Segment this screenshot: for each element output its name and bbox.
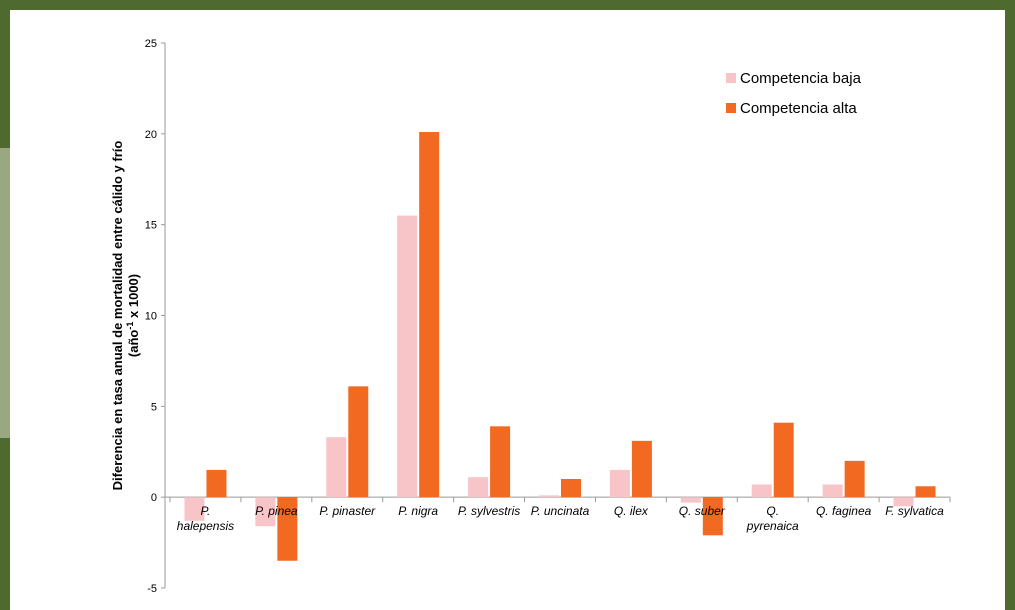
bar-competencia-baja <box>539 495 559 498</box>
y-axis-title: Diferencia en tasa anual de mortalidad e… <box>110 141 125 491</box>
chart-panel: Diferencia en tasa anual de mortalidad e… <box>10 10 1005 610</box>
bar-competencia-baja <box>609 469 630 498</box>
y-tick-label: 15 <box>145 220 157 232</box>
legend: Competencia baja Competencia alta <box>726 70 862 117</box>
bar-competencia-alta <box>348 386 369 498</box>
category-label: P. halepensis <box>177 504 234 533</box>
category-labels: P. halepensis P. pinea P. pinaster P. nigra P… <box>177 504 944 533</box>
category-label: P. pinaster <box>319 504 376 518</box>
bar-competencia-alta <box>844 460 865 498</box>
bar-competencia-baja <box>397 215 418 498</box>
left-decor-band <box>0 148 10 438</box>
bar-competencia-baja <box>326 437 347 498</box>
legend-swatch <box>726 73 736 83</box>
bar-competencia-alta <box>915 486 936 498</box>
y-tick-label: 0 <box>151 492 157 504</box>
bar-competencia-alta <box>206 469 227 498</box>
category-label: Q. faginea <box>816 504 872 518</box>
bar-competencia-baja <box>468 477 489 498</box>
category-label: Q. ilex <box>614 504 649 518</box>
y-axis-label: Diferencia en tasa anual de mortalidad e… <box>110 141 141 491</box>
category-label: Q. suber <box>679 504 726 518</box>
bar-competencia-alta <box>631 440 652 498</box>
bar-competencia-baja <box>751 484 772 498</box>
y-tick-label: 20 <box>145 129 157 141</box>
bar-competencia-alta <box>702 497 723 536</box>
bar-competencia-baja <box>184 497 205 521</box>
bar-competencia-alta <box>773 422 794 498</box>
category-label: P. sylvestris <box>458 504 520 518</box>
bar-competencia-alta <box>277 497 298 561</box>
category-label: P. uncinata <box>531 504 590 518</box>
legend-swatch <box>726 103 736 113</box>
bar-competencia-alta <box>490 426 511 498</box>
category-label: P. pinea <box>255 504 298 518</box>
bar-competencia-baja <box>822 484 843 498</box>
y-tick-label: 25 <box>145 38 157 50</box>
bar-competencia-alta <box>561 479 581 498</box>
bar-competencia-alta <box>419 132 440 498</box>
bars <box>184 132 936 561</box>
y-tick-label: 10 <box>145 311 157 323</box>
bar-competencia-baja <box>893 497 914 507</box>
y-axis-title-units: (año-1 x 1000) <box>125 274 141 357</box>
legend-label: Competencia alta <box>740 100 857 117</box>
category-label: Q. pyrenaica <box>746 504 799 533</box>
y-tick-label: -5 <box>147 583 157 595</box>
bar-competencia-baja <box>680 497 701 503</box>
legend-label: Competencia baja <box>740 70 862 87</box>
bar-competencia-baja <box>255 497 276 527</box>
category-label: F. sylvatica <box>885 504 944 518</box>
bar-chart: Diferencia en tasa anual de mortalidad e… <box>110 38 951 595</box>
category-label: P. nigra <box>398 504 438 518</box>
y-tick-label: 5 <box>151 401 157 413</box>
